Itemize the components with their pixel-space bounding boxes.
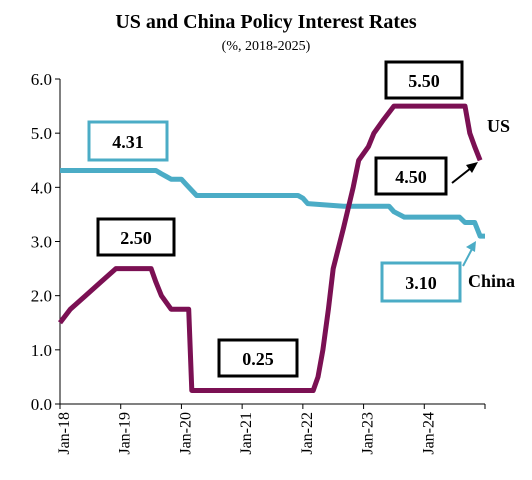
annotation-label: 2.50 <box>120 228 152 248</box>
x-tick-label: Jan-22 <box>299 412 316 455</box>
annotation-label: 4.50 <box>395 167 427 187</box>
x-tick-label: Jan-20 <box>177 412 194 455</box>
series-line-china <box>60 168 485 239</box>
annotation-label: 5.50 <box>408 71 440 91</box>
annotation-us-2-50: 2.50 <box>96 217 176 257</box>
arrow-china <box>462 241 476 267</box>
annotation-us-0-25: 0.25 <box>217 338 299 378</box>
annotation-label: 3.10 <box>405 273 437 293</box>
x-tick-label: Jan-21 <box>238 412 255 455</box>
series-label-us: US <box>487 116 510 136</box>
y-tick-label: 0.0 <box>31 395 52 414</box>
y-tick-label: 4.0 <box>31 178 52 197</box>
y-tick-label: 1.0 <box>31 341 52 360</box>
x-tick-label: Jan-19 <box>117 412 134 455</box>
y-tick-label: 3.0 <box>31 233 52 252</box>
annotation-label: 4.31 <box>112 132 144 152</box>
series-line-us <box>58 103 483 393</box>
annotation-label: 0.25 <box>242 349 274 369</box>
annotation-us-4-50: 4.50 <box>374 156 448 196</box>
annotation-china-4-31: 4.31 <box>87 120 169 162</box>
annotation-china-3-10: 3.10 <box>380 261 462 303</box>
x-tick-label: Jan-24 <box>420 412 437 455</box>
x-tick-label: Jan-18 <box>56 412 73 455</box>
chart-title: US and China Policy Interest Rates <box>115 11 417 33</box>
y-tick-label: 6.0 <box>31 70 52 89</box>
chart-subtitle: (%, 2018-2025) <box>222 39 311 54</box>
annotation-us-5-50: 5.50 <box>384 60 464 100</box>
x-axis-ticks: Jan-18 Jan-19 Jan-20 Jan-21 Jan-22 Jan-23 Jan-… <box>56 404 486 455</box>
y-tick-label: 5.0 <box>31 124 52 143</box>
arrow-us <box>451 162 478 184</box>
x-tick-label: Jan-23 <box>360 412 377 455</box>
y-tick-label: 2.0 <box>31 287 52 306</box>
series-label-china: China <box>468 271 515 291</box>
y-axis-ticks: 0.0 1.0 2.0 3.0 4.0 5.0 6.0 <box>31 70 60 414</box>
